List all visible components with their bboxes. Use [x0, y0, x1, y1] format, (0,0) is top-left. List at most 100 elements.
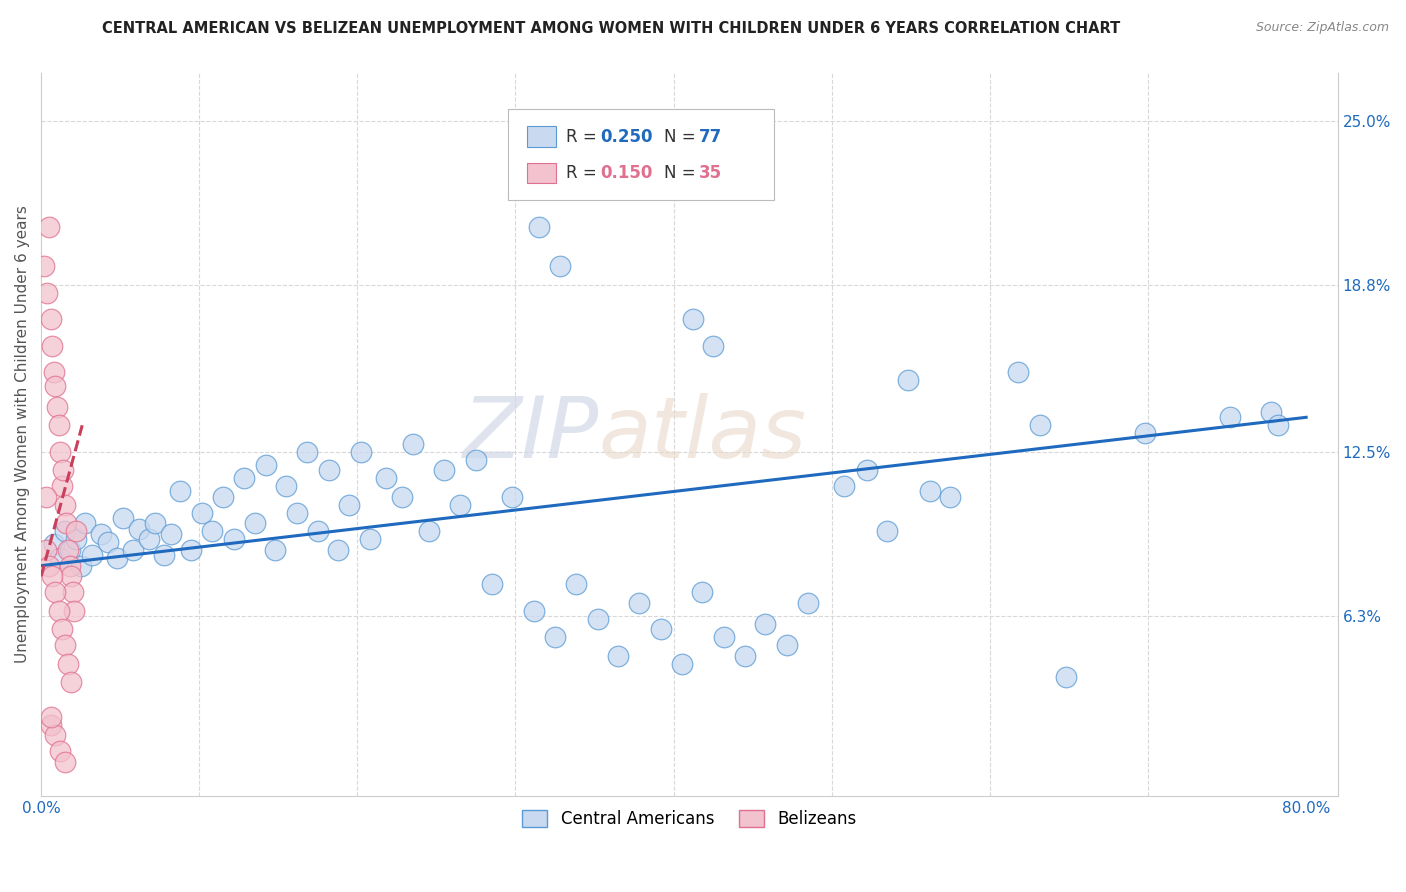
Point: [544, 630, 567, 644]
Text: N =: N =: [664, 128, 700, 145]
Point: [41, 339, 63, 353]
Point: [1007, 365, 1029, 379]
Point: [201, 524, 224, 539]
Point: [48, 604, 70, 618]
Point: [56, 542, 79, 557]
Point: [449, 498, 471, 512]
Point: [32, 260, 55, 274]
Point: [481, 577, 503, 591]
Text: Source: ZipAtlas.com: Source: ZipAtlas.com: [1256, 21, 1389, 35]
Point: [607, 648, 630, 663]
Point: [159, 527, 181, 541]
Point: [51, 622, 73, 636]
Point: [39, 717, 62, 731]
Point: [55, 516, 77, 531]
Point: [797, 596, 820, 610]
Point: [169, 484, 191, 499]
Point: [53, 498, 76, 512]
Point: [48, 418, 70, 433]
Point: [53, 524, 76, 539]
Point: [523, 604, 546, 618]
Point: [212, 490, 235, 504]
Point: [60, 569, 83, 583]
Point: [465, 452, 488, 467]
Point: [897, 373, 920, 387]
Point: [1029, 418, 1052, 433]
Point: [75, 516, 97, 531]
Point: [39, 709, 62, 723]
Point: [702, 339, 724, 353]
Point: [307, 524, 329, 539]
Point: [254, 458, 277, 472]
Y-axis label: Unemployment Among Women with Children Under 6 years: Unemployment Among Women with Children U…: [15, 205, 30, 664]
Point: [56, 657, 79, 671]
Point: [671, 657, 693, 671]
Point: [53, 638, 76, 652]
Point: [776, 638, 799, 652]
Point: [49, 444, 72, 458]
FancyBboxPatch shape: [508, 109, 773, 200]
Bar: [527, 162, 555, 183]
Point: [682, 312, 704, 326]
Point: [153, 548, 176, 562]
Text: R =: R =: [567, 128, 602, 145]
Point: [121, 542, 143, 557]
Point: [44, 378, 66, 392]
Point: [69, 558, 91, 573]
Point: [138, 532, 160, 546]
Point: [402, 437, 425, 451]
Point: [112, 511, 135, 525]
Point: [191, 506, 214, 520]
Point: [339, 498, 361, 512]
Point: [1267, 418, 1289, 433]
Text: 0.150: 0.150: [600, 164, 652, 182]
Text: atlas: atlas: [599, 393, 807, 476]
Point: [222, 532, 245, 546]
Point: [80, 548, 103, 562]
Point: [58, 542, 80, 557]
Point: [65, 532, 87, 546]
Point: [690, 585, 713, 599]
Point: [318, 463, 340, 477]
Point: [285, 506, 308, 520]
Point: [44, 728, 66, 742]
Point: [63, 604, 86, 618]
Point: [433, 463, 456, 477]
Point: [38, 219, 60, 234]
Point: [52, 463, 75, 477]
Point: [41, 569, 63, 583]
Point: [295, 444, 318, 458]
Point: [1133, 426, 1156, 441]
Point: [1054, 670, 1077, 684]
Point: [918, 484, 941, 499]
Point: [42, 365, 65, 379]
Point: [1219, 410, 1241, 425]
Point: [734, 648, 756, 663]
Text: ZIP: ZIP: [463, 393, 599, 476]
Point: [627, 596, 650, 610]
Text: 35: 35: [699, 164, 721, 182]
Point: [328, 542, 350, 557]
Text: CENTRAL AMERICAN VS BELIZEAN UNEMPLOYMENT AMONG WOMEN WITH CHILDREN UNDER 6 YEAR: CENTRAL AMERICAN VS BELIZEAN UNEMPLOYMEN…: [103, 21, 1121, 37]
Point: [264, 542, 287, 557]
Text: N =: N =: [664, 164, 700, 182]
Point: [35, 490, 58, 504]
Point: [62, 585, 84, 599]
Point: [1260, 405, 1282, 419]
Text: 77: 77: [699, 128, 721, 145]
Point: [876, 524, 898, 539]
Point: [51, 479, 73, 493]
Point: [374, 471, 396, 485]
Point: [713, 630, 735, 644]
Point: [834, 479, 856, 493]
Point: [37, 285, 59, 300]
Point: [418, 524, 440, 539]
Point: [939, 490, 962, 504]
Point: [44, 585, 66, 599]
Point: [754, 616, 776, 631]
Point: [128, 522, 150, 536]
Point: [90, 527, 112, 541]
Point: [232, 471, 254, 485]
Point: [45, 400, 67, 414]
Point: [39, 312, 62, 326]
